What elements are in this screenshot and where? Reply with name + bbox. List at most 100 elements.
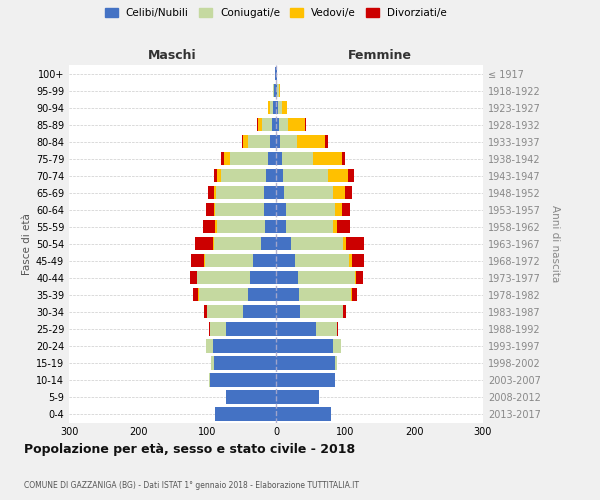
Bar bbox=[226, 390, 276, 404]
Bar bbox=[332, 186, 345, 200]
Bar bbox=[264, 186, 276, 200]
Bar bbox=[298, 135, 325, 148]
Bar bbox=[215, 203, 263, 216]
Bar bbox=[241, 135, 243, 148]
Bar bbox=[345, 186, 352, 200]
Bar bbox=[295, 254, 349, 268]
Bar bbox=[250, 271, 276, 284]
Text: Maschi: Maschi bbox=[148, 48, 197, 62]
Text: Femmine: Femmine bbox=[347, 48, 412, 62]
Bar bbox=[208, 186, 214, 200]
Bar bbox=[216, 186, 264, 200]
Bar bbox=[276, 84, 277, 97]
Bar bbox=[272, 84, 274, 97]
Text: COMUNE DI GAZZANIGA (BG) - Dati ISTAT 1° gennaio 2018 - Elaborazione TUTTITALIA.: COMUNE DI GAZZANIGA (BG) - Dati ISTAT 1°… bbox=[24, 480, 359, 490]
Bar bbox=[276, 390, 319, 404]
Bar bbox=[253, 254, 276, 268]
Bar bbox=[349, 254, 352, 268]
Bar bbox=[352, 254, 364, 268]
Bar bbox=[198, 288, 199, 302]
Bar bbox=[276, 340, 332, 352]
Bar bbox=[276, 374, 335, 386]
Bar bbox=[275, 67, 276, 80]
Bar bbox=[203, 254, 205, 268]
Bar bbox=[276, 186, 284, 200]
Bar bbox=[276, 169, 283, 182]
Bar bbox=[206, 340, 212, 352]
Bar bbox=[266, 169, 276, 182]
Bar bbox=[356, 271, 363, 284]
Bar bbox=[248, 288, 276, 302]
Bar bbox=[195, 237, 212, 250]
Bar bbox=[316, 322, 337, 336]
Legend: Celibi/Nubili, Coniugati/e, Vedovi/e, Divorziati/e: Celibi/Nubili, Coniugati/e, Vedovi/e, Di… bbox=[105, 8, 447, 18]
Bar bbox=[355, 271, 356, 284]
Bar bbox=[226, 322, 276, 336]
Bar bbox=[263, 203, 276, 216]
Bar bbox=[199, 288, 248, 302]
Bar bbox=[203, 305, 207, 318]
Bar bbox=[265, 220, 276, 234]
Bar bbox=[214, 356, 276, 370]
Bar bbox=[276, 322, 316, 336]
Bar bbox=[268, 152, 276, 166]
Bar bbox=[276, 135, 280, 148]
Bar bbox=[276, 305, 300, 318]
Bar bbox=[248, 135, 271, 148]
Text: Popolazione per età, sesso e stato civile - 2018: Popolazione per età, sesso e stato civil… bbox=[24, 442, 355, 456]
Bar bbox=[206, 203, 214, 216]
Bar bbox=[276, 118, 280, 131]
Bar bbox=[337, 220, 350, 234]
Bar bbox=[261, 237, 276, 250]
Bar bbox=[197, 271, 250, 284]
Bar bbox=[272, 118, 276, 131]
Bar bbox=[212, 237, 214, 250]
Bar bbox=[305, 118, 307, 131]
Bar bbox=[325, 135, 328, 148]
Bar bbox=[283, 169, 328, 182]
Bar bbox=[193, 288, 198, 302]
Bar bbox=[243, 135, 248, 148]
Bar bbox=[214, 186, 216, 200]
Bar bbox=[270, 101, 273, 114]
Bar bbox=[221, 169, 266, 182]
Bar bbox=[276, 288, 299, 302]
Bar bbox=[276, 203, 286, 216]
Bar bbox=[346, 237, 364, 250]
Bar bbox=[190, 271, 197, 284]
Bar bbox=[262, 118, 272, 131]
Bar bbox=[211, 322, 226, 336]
Bar bbox=[276, 220, 286, 234]
Bar bbox=[284, 186, 332, 200]
Bar bbox=[335, 356, 337, 370]
Bar bbox=[300, 305, 343, 318]
Bar bbox=[258, 118, 262, 131]
Bar bbox=[276, 271, 298, 284]
Y-axis label: Fasce di età: Fasce di età bbox=[22, 213, 32, 274]
Bar bbox=[343, 237, 346, 250]
Bar bbox=[217, 169, 221, 182]
Bar bbox=[209, 322, 211, 336]
Bar bbox=[328, 169, 349, 182]
Bar bbox=[343, 305, 346, 318]
Bar bbox=[276, 237, 291, 250]
Bar bbox=[214, 169, 217, 182]
Bar bbox=[337, 322, 338, 336]
Bar bbox=[276, 356, 335, 370]
Bar bbox=[274, 84, 276, 97]
Bar bbox=[286, 220, 333, 234]
Bar bbox=[276, 152, 281, 166]
Bar bbox=[299, 288, 351, 302]
Bar bbox=[276, 408, 331, 420]
Bar bbox=[341, 152, 345, 166]
Bar bbox=[243, 305, 276, 318]
Bar bbox=[281, 152, 313, 166]
Bar bbox=[214, 237, 261, 250]
Bar bbox=[291, 237, 343, 250]
Bar bbox=[313, 152, 341, 166]
Bar bbox=[279, 84, 280, 97]
Bar bbox=[224, 152, 230, 166]
Bar bbox=[277, 84, 279, 97]
Bar bbox=[271, 135, 276, 148]
Bar bbox=[207, 305, 243, 318]
